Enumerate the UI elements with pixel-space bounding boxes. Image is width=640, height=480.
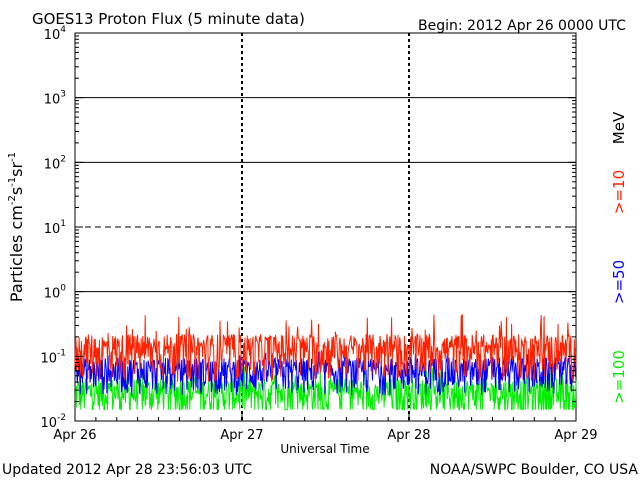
legend-entry: >=50 (610, 260, 628, 304)
y-ticks: 10-2 10-1 100 101 102 103 104 (40, 25, 576, 431)
y-tick-label: 10-1 (40, 348, 66, 366)
y-tick-label: 101 (44, 219, 66, 237)
y-tick-label: 10-2 (40, 413, 66, 431)
series-layer (74, 314, 577, 411)
legend-entry: >=10 (610, 170, 628, 214)
x-ticks: Apr 26 Apr 27 Apr 28 Apr 29 (53, 413, 598, 443)
x-tick-label: Apr 29 (554, 428, 597, 443)
legend-entry: >=100 (610, 350, 628, 404)
series-line (74, 351, 577, 396)
series-line (74, 314, 577, 382)
x-tick-label: Apr 26 (53, 428, 96, 443)
gridlines (75, 33, 576, 421)
y-axis-label: Particles cm-2s-1sr-1 (7, 152, 26, 302)
credit: NOAA/SWPC Boulder, CO USA (430, 462, 639, 478)
chart-title: GOES13 Proton Flux (5 minute data) (32, 10, 305, 28)
begin-time: Begin: 2012 Apr 26 0000 UTC (418, 18, 626, 34)
updated-time: Updated 2012 Apr 28 23:56:03 UTC (2, 462, 252, 478)
y-tick-label: 102 (44, 154, 66, 172)
y-tick-label: 100 (44, 284, 67, 302)
x-tick-label: Apr 27 (220, 428, 263, 443)
y-tick-label: 104 (44, 25, 67, 43)
x-axis-label: Universal Time (280, 442, 369, 456)
legend: MeV >=10 >=50 >=100 (610, 111, 628, 404)
x-tick-label: Apr 28 (387, 428, 430, 443)
legend-entry: MeV (610, 111, 628, 144)
y-tick-label: 103 (44, 90, 66, 108)
